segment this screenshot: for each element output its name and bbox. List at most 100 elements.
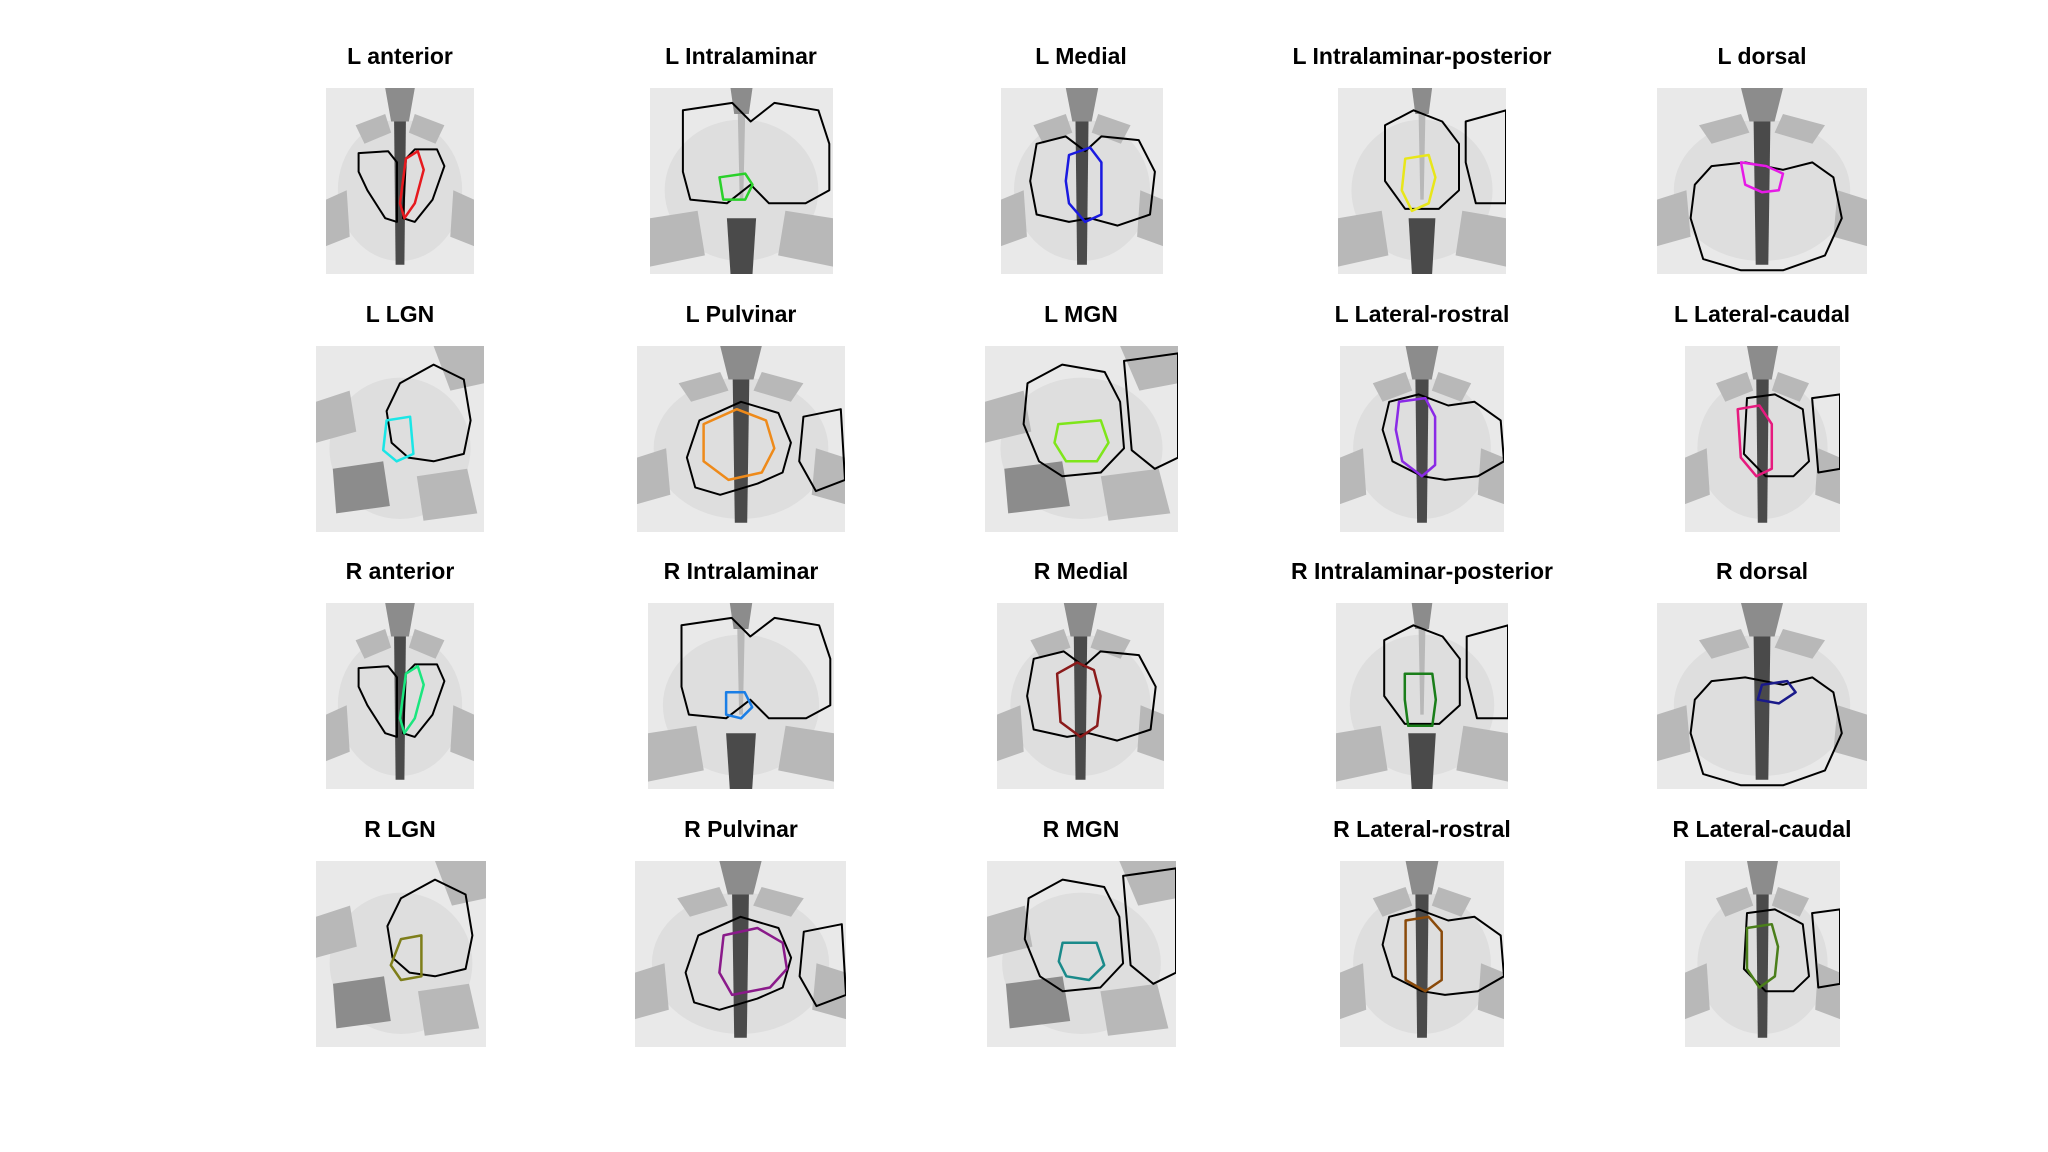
thalamus-outline — [798, 923, 846, 1008]
thalamus-outline — [1811, 393, 1840, 474]
mri-slice-image — [1336, 603, 1508, 789]
mri-slice-image — [648, 603, 834, 789]
panel-title: R Intralaminar-posterior — [1291, 558, 1553, 584]
mri-slice-image — [637, 346, 845, 532]
mri-slice-image — [1001, 88, 1163, 274]
panel-title: L Intralaminar-posterior — [1292, 43, 1552, 69]
thalamus-outline — [385, 363, 472, 463]
mri-slice-image — [1685, 346, 1840, 532]
panel-title: L Pulvinar — [685, 301, 797, 327]
mri-slice-image — [1685, 861, 1840, 1047]
mri-slice-image — [316, 861, 486, 1047]
anatomy-shading — [1340, 346, 1504, 523]
nucleus-outline — [389, 934, 423, 982]
panel-title: L LGN — [365, 301, 435, 327]
nucleus-outline — [1739, 161, 1785, 194]
panel-title: R dorsal — [1715, 558, 1809, 584]
thalamus-outline — [1689, 161, 1843, 272]
nucleus-outline — [718, 926, 789, 997]
mri-slice-image — [326, 603, 474, 789]
thalamus-outline — [1381, 908, 1504, 996]
panel-title: L dorsal — [1717, 43, 1807, 69]
panel-title: R LGN — [364, 816, 436, 842]
anatomy-shading — [1685, 346, 1840, 523]
thalamus-outline — [1465, 624, 1508, 720]
mri-slice-image — [1340, 346, 1504, 532]
mri-slice-image — [1338, 88, 1506, 274]
nucleus-outline — [718, 172, 754, 201]
nucleus-outline — [724, 691, 754, 720]
nucleus-outline — [1403, 672, 1438, 728]
thalamus-outline — [386, 878, 474, 978]
nucleus-outline — [398, 149, 425, 220]
mri-slice-image — [650, 88, 833, 274]
nucleus-outline — [1057, 941, 1106, 982]
nucleus-outline — [1736, 404, 1774, 478]
nucleus-outline — [1053, 419, 1110, 463]
panel-title: L Intralaminar — [665, 43, 817, 69]
thalamus-outline — [1811, 908, 1840, 989]
panel-title: L Lateral-rostral — [1334, 301, 1510, 327]
anatomy-shading — [1340, 861, 1504, 1038]
thalamus-outline — [1022, 363, 1125, 478]
mri-slice-image — [1340, 861, 1504, 1047]
thalamus-outline — [1023, 878, 1125, 993]
mri-slice-image — [985, 346, 1178, 532]
mri-slice-image — [1657, 88, 1867, 274]
anatomy-shading — [326, 88, 474, 265]
mri-slice-image — [635, 861, 846, 1047]
thalamus-outline — [1123, 352, 1178, 470]
anatomy-shading — [1336, 603, 1508, 789]
thalamus-outline — [1742, 908, 1810, 993]
panel-title: R MGN — [1042, 816, 1120, 842]
panel-title: R Medial — [1033, 558, 1129, 584]
mri-slice-image — [316, 346, 484, 532]
thalamus-outline — [1029, 135, 1156, 227]
panel-title: R anterior — [345, 558, 455, 584]
anatomy-shading — [1657, 88, 1867, 265]
nucleus-outline — [1756, 679, 1797, 705]
thalamus-outline — [1464, 109, 1506, 205]
anatomy-shading — [316, 861, 486, 1036]
anatomy-shading — [650, 88, 833, 274]
nucleus-outline — [1055, 661, 1102, 739]
mri-slice-image — [997, 603, 1164, 789]
thalamus-outline — [1383, 624, 1461, 725]
thalamus-outline — [681, 101, 831, 205]
nucleus-outline — [1394, 396, 1437, 478]
panel-title: R Pulvinar — [684, 816, 798, 842]
nucleus-outline — [1064, 146, 1103, 224]
thalamus-outline — [357, 150, 398, 223]
thalamus-outline — [1742, 393, 1810, 478]
anatomy-shading — [1001, 88, 1163, 265]
anatomy-shading — [1657, 603, 1867, 780]
anatomy-shading — [985, 346, 1178, 521]
panel-title: L anterior — [347, 43, 453, 69]
thalamus-outline — [684, 915, 793, 1011]
nucleus-outline — [1404, 915, 1443, 993]
anatomy-shading — [326, 603, 474, 780]
anatomy-shading — [316, 346, 484, 521]
thalamus-outline — [798, 408, 845, 493]
thalamus-outline — [1384, 109, 1460, 210]
thalamus-outline — [1122, 867, 1176, 985]
anatomy-shading — [1685, 861, 1840, 1038]
panel-title: L MGN — [1044, 301, 1118, 327]
nucleus-outline — [398, 664, 425, 735]
mri-slice-image — [987, 861, 1176, 1047]
thalamus-outline — [1689, 676, 1843, 787]
nucleus-outline — [702, 407, 776, 482]
mri-slice-image — [326, 88, 474, 274]
panel-title: L Medial — [1035, 43, 1127, 69]
anatomy-shading — [987, 861, 1176, 1036]
thalamus-outline — [357, 665, 398, 738]
thalamus-outline — [685, 400, 792, 496]
nucleus-outline — [1745, 922, 1780, 989]
thalamus-outline — [1381, 393, 1504, 481]
panel-title: R Intralaminar — [663, 558, 819, 584]
panel-title: R Lateral-rostral — [1333, 816, 1511, 842]
nucleus-outline — [1400, 153, 1437, 213]
thalamus-outline — [680, 616, 832, 720]
nucleus-outline — [381, 415, 415, 463]
